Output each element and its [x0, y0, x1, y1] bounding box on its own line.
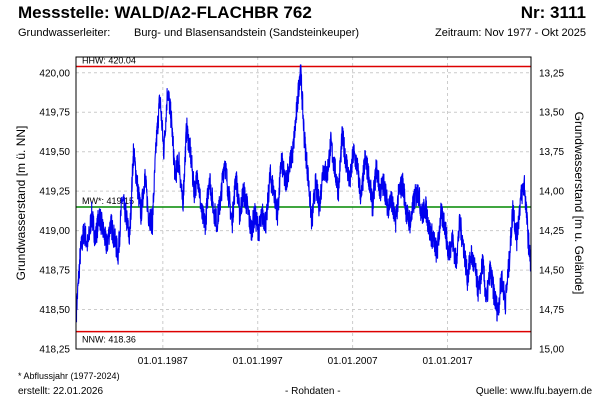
created-date: erstellt: 22.01.2026 — [18, 386, 104, 397]
axis-ticks: 418,25 15,00 418,50 14,75 418,75 14,50 419,00 1… — [39, 68, 564, 367]
reference-line-label: HHW: 420.04 — [82, 55, 136, 65]
source-link[interactable]: Quelle: www.lfu.bayern.de — [475, 386, 592, 397]
y-tick-label-right: 13,75 — [539, 147, 564, 158]
y-tick-label-right: 15,00 — [539, 345, 564, 356]
x-tick-label: 01.01.1997 — [233, 356, 283, 367]
y-tick-label-left: 419,50 — [39, 147, 70, 158]
y-tick-label-right: 14,25 — [539, 226, 564, 237]
y-tick-label-left: 418,25 — [39, 345, 70, 356]
x-tick-label: 01.01.2017 — [422, 356, 472, 367]
y-tick-label-right: 14,00 — [539, 187, 564, 198]
y-tick-label-right: 13,25 — [539, 68, 564, 79]
data-kind-label: - Rohdaten - — [285, 386, 341, 397]
chart-grid — [76, 57, 531, 350]
y-tick-label-right: 13,50 — [539, 108, 564, 119]
reference-line-label: MW*: 419.15 — [82, 196, 134, 206]
aquifer-label: Grundwasserleiter: — [18, 27, 111, 39]
reference-lines: HHW: 420.04 MW*: 419.15 NNW: 418.36 — [76, 55, 531, 345]
aquifer-value: Burg- und Blasensandstein (Sandsteinkeup… — [134, 27, 360, 39]
station-number: Nr: 3111 — [520, 3, 586, 22]
series-layer — [75, 64, 532, 323]
y-tick-label-left: 419,75 — [39, 108, 70, 119]
series-line-groundwater — [75, 64, 532, 323]
y-tick-label-right: 14,50 — [539, 266, 564, 277]
y-tick-label-left: 419,25 — [39, 187, 70, 198]
y-tick-label-left: 420,00 — [39, 68, 70, 79]
period-label: Zeitraum: Nov 1977 - Okt 2025 — [434, 27, 586, 39]
reference-line-label: NNW: 418.36 — [82, 335, 136, 345]
y-axis-label-right: Grundwasserstand [m u. Gelände] — [572, 112, 586, 295]
x-tick-label: 01.01.1987 — [138, 356, 188, 367]
y-tick-label-left: 418,50 — [39, 305, 70, 316]
page-title: Messstelle: WALD/A2-FLACHBR 762 — [18, 3, 312, 22]
footnote: * Abflussjahr (1977-2024) — [18, 371, 120, 381]
y-tick-label-left: 418,75 — [39, 266, 70, 277]
y-tick-label-right: 14,75 — [539, 305, 564, 316]
x-tick-label: 01.01.2007 — [328, 356, 378, 367]
plot-frame — [75, 56, 532, 350]
y-tick-label-left: 419,00 — [39, 226, 70, 237]
y-axis-label-left: Grundwasserstand [m ü. NN] — [14, 126, 28, 281]
